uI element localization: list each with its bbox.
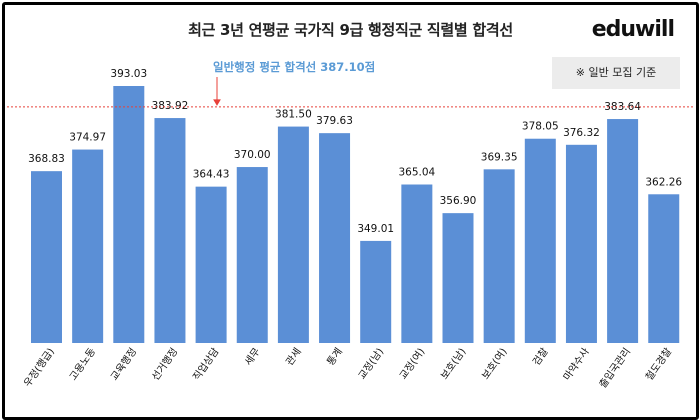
category-label-11: 보호(여) <box>479 346 509 382</box>
value-label-15: 362.26 <box>645 176 682 188</box>
category-label-6: 관세 <box>283 346 303 368</box>
category-label-10: 보호(남) <box>438 346 468 382</box>
bar-12 <box>524 138 556 343</box>
bar-1 <box>72 149 104 343</box>
category-labels-group: 우정(행급) 고용노동 교육행정 선거행정 직업상담 세무 관세 통계 교정(남) 교정(여) 보호… <box>22 345 675 390</box>
bar-2 <box>113 86 145 343</box>
value-label-1: 374.97 <box>69 132 106 144</box>
value-labels-group: 368.83 374.97 393.03 383.92 364.43 370.00 381.… <box>28 68 682 235</box>
category-label-14: 출입국관리 <box>596 345 633 390</box>
bar-15 <box>648 194 680 343</box>
value-label-5: 370.00 <box>234 149 271 161</box>
value-label-2: 393.03 <box>110 68 147 80</box>
bar-4 <box>195 186 227 343</box>
value-label-11: 369.35 <box>481 151 518 163</box>
category-label-9: 교정(여) <box>397 346 427 382</box>
value-label-8: 349.01 <box>357 223 394 235</box>
value-label-7: 379.63 <box>316 115 353 127</box>
category-label-13: 마약수사 <box>561 346 592 383</box>
value-label-13: 376.32 <box>563 127 600 139</box>
bar-5 <box>236 167 268 343</box>
category-label-15: 철도경찰 <box>642 345 674 383</box>
bar-13 <box>565 144 597 343</box>
value-label-0: 368.83 <box>28 153 65 165</box>
category-label-8: 교정(남) <box>356 346 386 382</box>
value-label-3: 383.92 <box>152 100 189 112</box>
category-label-3: 선거행정 <box>149 346 180 383</box>
category-label-4: 직업상담 <box>190 345 222 383</box>
note-box: ※ 일반 모집 기준 <box>552 57 680 89</box>
bar-10 <box>442 213 474 343</box>
category-label-12: 검찰 <box>530 346 550 368</box>
value-label-10: 356.90 <box>440 195 477 207</box>
bar-3 <box>154 118 186 343</box>
bar-14 <box>607 119 639 343</box>
category-label-5: 세무 <box>242 346 262 368</box>
category-label-0: 우정(행급) <box>22 346 57 390</box>
category-label-7: 통계 <box>325 346 345 368</box>
bars-group <box>31 86 680 343</box>
bar-7 <box>319 133 351 343</box>
value-label-9: 365.04 <box>398 166 435 178</box>
bar-chart: 368.83 374.97 393.03 383.92 364.43 370.00 381.… <box>7 60 694 390</box>
bar-9 <box>401 184 433 343</box>
category-label-2: 교육행정 <box>108 346 139 383</box>
value-label-12: 378.05 <box>522 121 559 133</box>
bar-11 <box>483 169 515 343</box>
bar-8 <box>360 240 392 343</box>
bar-6 <box>277 126 309 343</box>
value-label-14: 383.64 <box>604 101 641 113</box>
chart-title: 최근 3년 연평균 국가직 9급 행정직군 직렬별 합격선 <box>188 21 513 39</box>
bar-0 <box>31 171 62 343</box>
category-label-1: 고용노동 <box>67 346 98 383</box>
eduwill-logo: eduwill <box>591 17 675 42</box>
value-label-6: 381.50 <box>275 109 312 121</box>
value-label-4: 364.43 <box>193 169 230 181</box>
reference-arrow-icon <box>213 77 221 106</box>
reference-label: 일반행정 평균 합격선 387.10점 <box>213 60 375 74</box>
